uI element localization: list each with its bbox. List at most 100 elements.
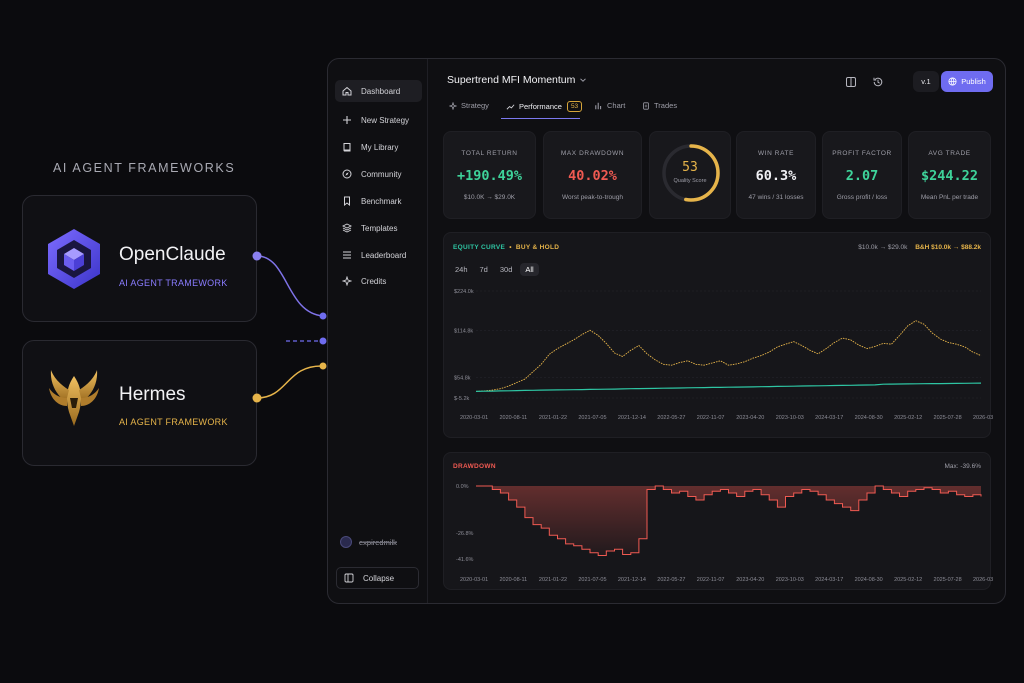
y-tick-label: -41.6% bbox=[456, 557, 474, 563]
equity-title: EQUITY CURVE bbox=[453, 244, 506, 251]
framework-card-openclaude[interactable]: OpenClaude AI AGENT TRAMEWORK bbox=[22, 195, 257, 322]
sidebar: Dashboard New Strategy My Library Commun… bbox=[328, 59, 428, 603]
framework-subtitle: AI AGENT FRAMEWORK bbox=[119, 417, 228, 427]
trend-icon bbox=[506, 103, 515, 110]
stat-label: PROFIT FACTOR bbox=[832, 150, 892, 157]
x-tick-label: 2021-07-05 bbox=[578, 577, 606, 583]
drawdown-line bbox=[476, 485, 982, 556]
publish-button[interactable]: Publish bbox=[941, 71, 993, 92]
range-selector: 24h 7d 30d All bbox=[451, 263, 539, 276]
sidebar-collapse-icon bbox=[344, 573, 354, 583]
stat-profit-factor: PROFIT FACTOR 2.07 Gross profit / loss bbox=[822, 131, 902, 219]
equity-curve-panel: EQUITY CURVE • BUY & HOLD $10.0k → $29.0… bbox=[443, 232, 993, 438]
layers-icon bbox=[342, 223, 352, 233]
publish-label: Publish bbox=[961, 77, 986, 86]
drawdown-area bbox=[476, 486, 981, 556]
sidebar-item-new-strategy[interactable]: New Strategy bbox=[335, 109, 422, 131]
x-tick-label: 2024-08-30 bbox=[855, 577, 883, 583]
stat-win-rate: WIN RATE 60.3% 47 wins / 31 losses bbox=[736, 131, 816, 219]
range-all[interactable]: All bbox=[520, 263, 539, 276]
tab-trades[interactable]: Trades bbox=[642, 101, 677, 110]
user-profile[interactable]: expiredmilk bbox=[340, 536, 397, 548]
sidebar-item-label: My Library bbox=[361, 142, 399, 152]
sidebar-item-benchmark[interactable]: Benchmark bbox=[335, 190, 422, 212]
tab-performance[interactable]: Performance 53 bbox=[506, 101, 583, 112]
stat-max-drawdown: MAX DRAWDOWN 40.02% Worst peak-to-trough bbox=[543, 131, 642, 219]
sidebar-item-credits[interactable]: Credits bbox=[335, 270, 422, 292]
stat-sub: 47 wins / 31 losses bbox=[748, 194, 804, 201]
x-tick-label: 2020-03-01 bbox=[460, 577, 488, 583]
tab-chart[interactable]: Chart bbox=[595, 101, 625, 110]
sparkle-icon bbox=[449, 101, 457, 110]
y-tick-label: $54.8k bbox=[454, 376, 471, 382]
connector-lines bbox=[252, 251, 327, 403]
x-tick-label: 2022-11-07 bbox=[697, 415, 725, 421]
quality-score-card: 53 Quality Score bbox=[649, 131, 731, 219]
x-tick-label: 2021-01-22 bbox=[539, 415, 567, 421]
stat-label: MAX DRAWDOWN bbox=[560, 150, 625, 157]
drawdown-title: DRAWDOWN bbox=[453, 463, 496, 470]
tab-label: Trades bbox=[654, 101, 678, 110]
x-tick-label: 2024-03-17 bbox=[815, 577, 843, 583]
x-tick-label: 2023-10-03 bbox=[776, 415, 804, 421]
y-tick-label: -26.8% bbox=[456, 531, 474, 537]
strategy-line bbox=[475, 382, 982, 392]
quality-score-label: Quality Score bbox=[673, 178, 707, 184]
stat-label: WIN RATE bbox=[757, 150, 795, 157]
main-content: Supertrend MFI Momentum v.1 Publish Stra… bbox=[429, 59, 1005, 603]
drawdown-max: Max: -39.6% bbox=[944, 463, 982, 470]
frameworks-heading: AI AGENT FRAMEWORKS bbox=[53, 161, 236, 175]
compass-icon bbox=[342, 169, 352, 179]
version-label: v.1 bbox=[921, 77, 931, 86]
sidebar-item-label: Credits bbox=[361, 276, 387, 286]
x-tick-label: 2024-08-30 bbox=[855, 415, 883, 421]
bookmark-icon bbox=[344, 196, 350, 206]
sidebar-item-label: New Strategy bbox=[361, 115, 410, 125]
stat-value: $244.22 bbox=[921, 168, 978, 184]
range-24h[interactable]: 24h bbox=[455, 265, 468, 274]
sidebar-item-dashboard[interactable]: Dashboard bbox=[335, 80, 422, 102]
x-tick-label: 2021-07-05 bbox=[578, 415, 606, 421]
history-icon[interactable] bbox=[872, 76, 884, 88]
sidebar-item-templates[interactable]: Templates bbox=[335, 217, 422, 239]
x-tick-label: 2021-12-14 bbox=[618, 577, 646, 583]
framework-name: Hermes bbox=[119, 384, 186, 405]
framework-subtitle: AI AGENT TRAMEWORK bbox=[119, 278, 228, 288]
sidebar-item-community[interactable]: Community bbox=[335, 163, 422, 185]
stat-sub: Worst peak-to-trough bbox=[562, 194, 623, 201]
equity-summary: $10.0k → $29.0k B&H $10.0k → $88.2k bbox=[858, 244, 981, 251]
strategy-summary: $10.0k → $29.0k bbox=[858, 244, 908, 251]
tab-label: Chart bbox=[607, 101, 626, 110]
equity-legend: EQUITY CURVE • BUY & HOLD bbox=[453, 244, 559, 251]
list-icon bbox=[343, 251, 351, 259]
range-30d[interactable]: 30d bbox=[499, 265, 513, 274]
stat-total-return: TOTAL RETURN +190.49% $10.0K → $29.0K bbox=[443, 131, 536, 219]
globe-icon bbox=[948, 77, 957, 86]
x-tick-label: 2022-05-27 bbox=[657, 415, 685, 421]
plus-icon bbox=[343, 116, 351, 124]
sidebar-item-my-library[interactable]: My Library bbox=[335, 136, 422, 158]
strategy-selector[interactable]: Supertrend MFI Momentum bbox=[447, 74, 587, 86]
home-icon bbox=[342, 86, 352, 96]
x-tick-label: 2023-10-03 bbox=[776, 577, 804, 583]
x-tick-label: 2020-03-01 bbox=[460, 415, 488, 421]
chevron-down-icon bbox=[580, 78, 587, 82]
openclaude-logo-icon bbox=[48, 229, 100, 289]
stat-sub: Mean PnL per trade bbox=[920, 194, 979, 201]
sidebar-item-label: Templates bbox=[361, 223, 398, 233]
sidebar-item-leaderboard[interactable]: Leaderboard bbox=[335, 244, 422, 266]
y-tick-label: $114.8k bbox=[454, 329, 473, 335]
bar-chart-icon bbox=[595, 102, 602, 109]
sidebar-item-label: Community bbox=[361, 169, 402, 179]
range-7d[interactable]: 7d bbox=[479, 265, 488, 274]
panel-toggle-icon[interactable] bbox=[845, 76, 857, 88]
sidebar-item-label: Dashboard bbox=[361, 86, 401, 96]
version-button[interactable]: v.1 bbox=[913, 71, 939, 92]
tab-strategy[interactable]: Strategy bbox=[449, 101, 489, 110]
collapse-button[interactable]: Collapse bbox=[336, 567, 419, 589]
framework-card-hermes[interactable]: Hermes AI AGENT FRAMEWORK bbox=[22, 340, 257, 466]
stat-sub: Gross profit / loss bbox=[836, 194, 888, 201]
x-tick-label: 2025-07-28 bbox=[934, 577, 962, 583]
y-tick-label: $-5.2k bbox=[454, 396, 470, 402]
legend-separator: • bbox=[509, 244, 512, 251]
